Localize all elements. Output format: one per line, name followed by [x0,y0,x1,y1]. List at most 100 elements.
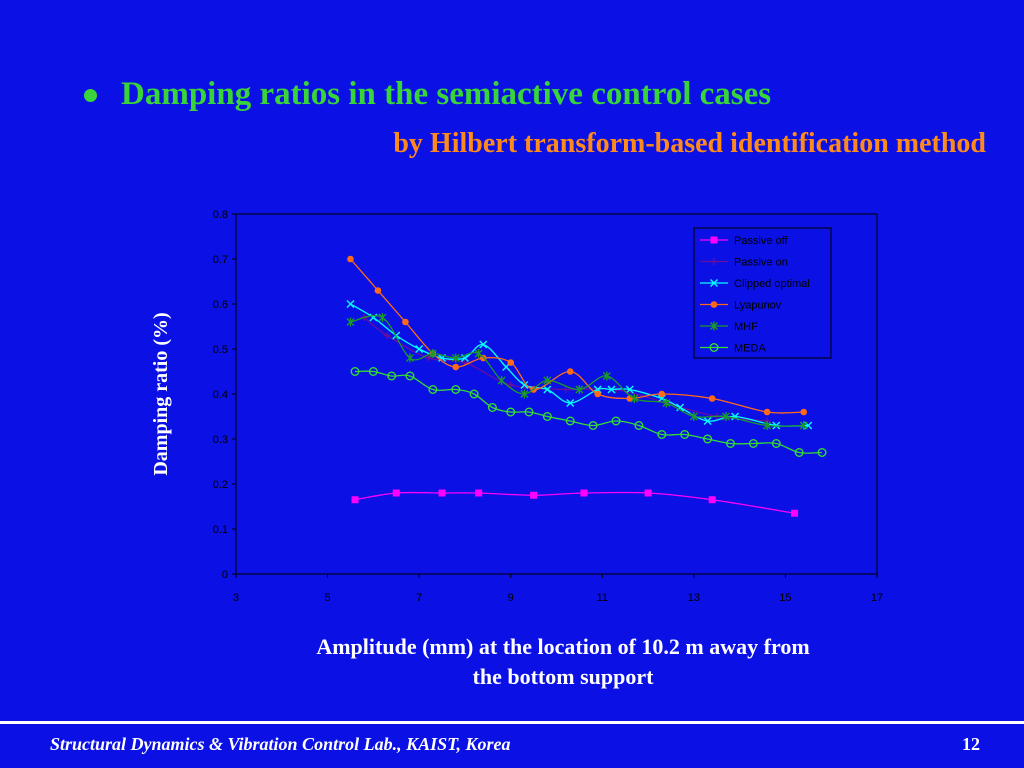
legend-marker [709,343,719,353]
data-point [415,345,424,353]
legend-marker [710,301,718,308]
data-point [725,439,735,449]
data-point [368,367,378,377]
legend-entry: Lyapunov [734,300,782,312]
series-passive-on [360,314,771,425]
series-line [355,370,823,454]
data-point [474,349,483,358]
data-point [625,385,634,394]
y-tick-label: 0.6 [213,299,228,311]
data-point [602,371,611,381]
data-point [800,408,808,416]
y-axis-label: Damping ratio (%) [150,312,172,475]
x-axis-caption-line-1: Amplitude (mm) at the location of 10.2 m… [316,634,810,659]
data-point [657,430,667,440]
x-tick-label: 3 [233,592,239,604]
data-point [799,421,808,430]
data-point [346,317,355,327]
data-point [543,376,552,385]
data-point [791,509,799,517]
x-tick-label: 7 [416,592,422,604]
data-point [469,389,479,399]
data-point [451,385,461,395]
data-point [703,417,712,425]
x-tick-label: 9 [508,592,514,604]
legend-box [693,227,832,359]
legend-entry: MEDA [734,343,766,355]
legend-entry: Passive on [734,257,788,269]
x-tick-label: 11 [597,592,608,604]
data-point [507,359,515,366]
data-point [771,439,781,449]
data-point [594,390,602,398]
legend-entry: MHF [734,321,758,333]
data-point [402,318,409,326]
data-point [428,349,437,358]
data-point [520,389,529,399]
y-tick-label: 0.1 [213,524,228,536]
series-line [363,316,768,422]
slide-title: Damping ratios in the semiactive control… [121,75,772,112]
legend-marker [710,258,718,265]
series-mhf [346,313,808,430]
data-point [438,489,446,497]
data-point [392,489,400,497]
series-line [354,491,795,514]
data-point [506,407,516,417]
x-axis-caption-line-2: the bottom support [472,664,654,689]
y-tick-label: 0.4 [213,389,228,401]
title-line: Damping ratios in the semiactive control… [84,72,771,116]
chart-legend: Passive off Passive on Clipped optimal Lyap… [693,227,832,359]
data-point [383,332,391,339]
data-point [347,255,354,263]
data-point [566,368,574,375]
data-point [543,385,552,394]
legend-marker [710,279,718,287]
legend-marker [710,236,718,244]
data-point [676,403,685,412]
data-point [607,385,616,394]
data-point [708,395,716,402]
x-tick-label: 15 [779,592,791,604]
data-point [405,353,414,363]
data-point [703,434,713,444]
data-point [530,491,538,499]
footer-divider [0,721,1024,724]
series-passive-off [351,489,799,517]
data-point [565,416,575,426]
slide-subtitle: by Hilbert transform-based identificatio… [393,128,986,159]
data-point [378,313,387,322]
y-tick-label: 0.3 [213,434,228,446]
y-tick-label: 0 [222,569,228,581]
y-tick-label: 0.2 [213,479,228,491]
series-clipped-optimal [346,300,813,430]
y-tick-label: 0.7 [213,254,228,266]
data-point [542,412,552,422]
data-point [520,381,529,389]
data-point [428,385,438,395]
data-point [680,430,690,440]
data-point [748,439,758,449]
data-point [424,354,432,362]
x-tick-label: 17 [871,592,883,604]
series-meda [350,367,827,458]
data-point [479,340,488,349]
data-point [580,489,588,497]
data-point [487,403,497,413]
data-point [794,448,804,458]
data-point [630,394,639,403]
legend-entry: Clipped optimal [734,278,810,290]
data-point [374,287,382,294]
data-point [721,412,730,421]
bullet-icon [84,88,97,102]
data-point [575,385,584,394]
data-point [350,367,360,377]
legend-entry: Passive off [734,235,789,247]
data-point [346,300,355,308]
data-point [351,496,359,504]
data-point [662,398,671,408]
data-point [588,421,598,431]
data-point [452,363,460,371]
y-tick-label: 0.5 [213,344,228,356]
